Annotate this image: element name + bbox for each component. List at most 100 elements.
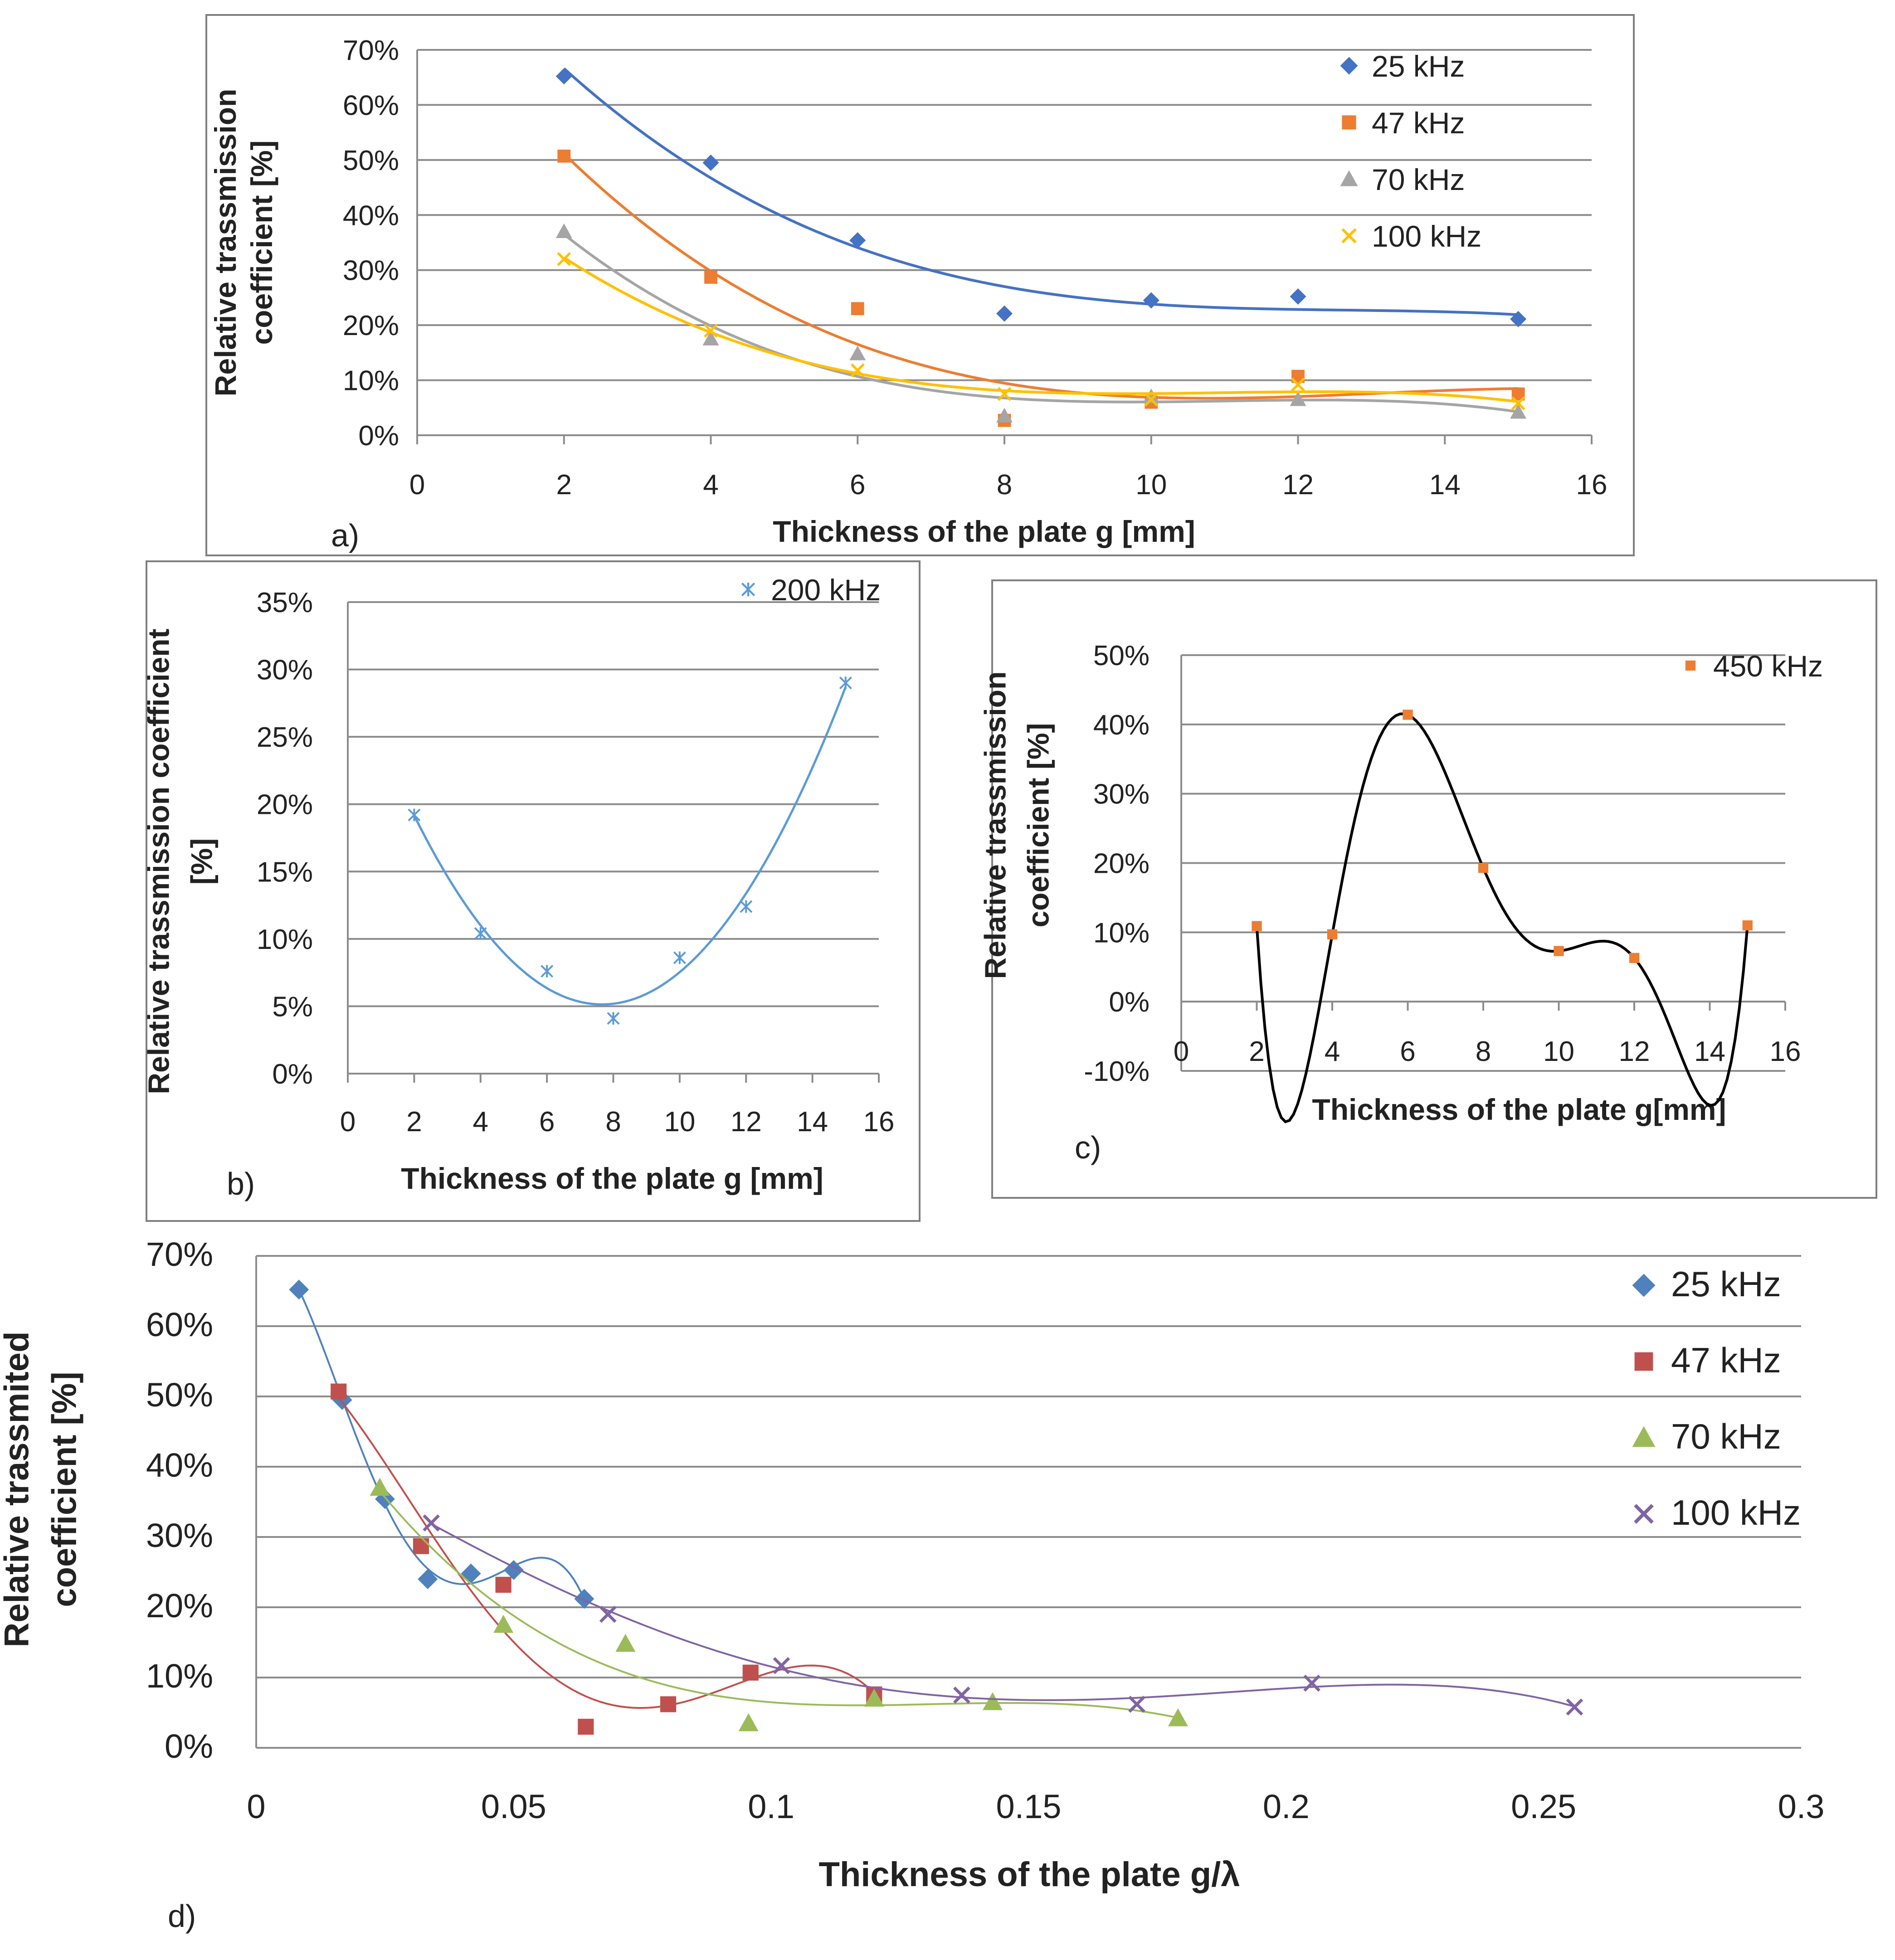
x-tick-label: 0.15 [996, 1788, 1061, 1825]
x-tick-label: 8 [1476, 1036, 1491, 1067]
trendline [431, 1523, 1575, 1707]
panel-a-frame [205, 14, 1635, 556]
y-tick-label: 30% [146, 1517, 213, 1554]
trendline [563, 153, 1519, 400]
data-point [1566, 1698, 1583, 1716]
panel-c-chart: -10% 0% 10% 20% 30% 40% 50% 0 2 4 6 8 10 12 14 16 Thickn… [979, 640, 1823, 1165]
data-point [742, 1664, 759, 1681]
data-point [413, 1538, 429, 1554]
data-point [615, 1634, 636, 1652]
x-tick-label: 12 [1282, 469, 1314, 501]
data-point [557, 149, 571, 163]
data-point [574, 1589, 594, 1609]
y-axis-title-line: [%] [185, 838, 219, 885]
x-tick-label: 6 [539, 1106, 555, 1138]
y-tick-label: 70% [146, 1235, 213, 1273]
data-point [1510, 311, 1527, 327]
x-tick-label: 4 [1325, 1036, 1340, 1067]
y-tick-label: 40% [343, 200, 399, 231]
data-point [555, 223, 572, 238]
x-axis-title: Thickness of the plate g [mm] [773, 515, 1195, 548]
data-point [773, 1657, 790, 1674]
y-tick-label: 20% [257, 789, 313, 821]
x-tick-label: 6 [850, 469, 865, 501]
x-tick-label: 6 [1400, 1036, 1415, 1067]
x-tick-label: 2 [406, 1106, 422, 1138]
y-tick-label: 5% [272, 991, 313, 1022]
data-point [423, 1514, 440, 1532]
y-axis-title-line: coefficient [%] [1022, 723, 1055, 927]
trendline [1255, 712, 1749, 1123]
y-tick-label: 20% [343, 310, 399, 341]
x-tick-label: 10 [1135, 469, 1167, 501]
data-point [289, 1279, 309, 1300]
data-point [1742, 920, 1753, 931]
trendline [563, 67, 1519, 316]
data-point [331, 1383, 347, 1400]
x-axis-title: Thickness of the plate g [mm] [401, 1162, 823, 1195]
x-tick-label: 0 [409, 469, 425, 501]
legend-marker [1341, 228, 1357, 243]
data-point [1291, 377, 1305, 392]
x-tick-label: 0.25 [1511, 1788, 1576, 1825]
x-tick-label: 0.3 [1778, 1788, 1825, 1825]
legend-label: 25 kHz [1671, 1264, 1781, 1304]
panel-label: d) [168, 1898, 196, 1934]
data-point [673, 951, 686, 964]
y-tick-label: 20% [1093, 848, 1150, 880]
legend-label: 47 kHz [1372, 106, 1465, 140]
x-tick-label: 14 [797, 1106, 828, 1138]
data-point [1511, 396, 1525, 410]
x-tick-label: 0 [247, 1788, 265, 1825]
data-point [408, 808, 421, 822]
y-tick-label: 30% [257, 655, 313, 686]
data-point [740, 900, 753, 913]
legend-label: 25 kHz [1372, 49, 1465, 83]
y-tick-label: 70% [343, 35, 399, 66]
x-tick-label: 4 [703, 469, 718, 501]
trendline [413, 686, 847, 1006]
data-point [493, 1615, 514, 1633]
y-tick-label: 30% [1093, 779, 1150, 810]
data-point [738, 1713, 759, 1731]
data-point [704, 271, 717, 284]
y-tick-label: 50% [1093, 640, 1150, 671]
data-point [839, 676, 852, 690]
data-point [555, 68, 572, 85]
legend-label: 70 kHz [1671, 1416, 1781, 1456]
legend-marker [1342, 115, 1356, 130]
data-point [1144, 392, 1159, 407]
x-tick-label: 10 [1543, 1036, 1574, 1067]
legend-marker [1685, 660, 1696, 671]
x-tick-label: 16 [1576, 469, 1608, 501]
x-tick-label: 0.05 [481, 1788, 546, 1825]
x-tick-label: 4 [473, 1106, 488, 1138]
data-point [849, 232, 866, 249]
legend-marker [1632, 1426, 1656, 1447]
x-tick-label: 16 [1770, 1036, 1801, 1067]
data-point [704, 323, 718, 338]
data-point [953, 1686, 970, 1704]
y-tick-label: 30% [343, 255, 399, 287]
data-point [370, 1478, 390, 1496]
panel-b-chart: 0% 5% 10% 15% 20% 25% 30% 35% 0 2 4 6 8 10 12 14 16 Thick… [142, 573, 895, 1201]
y-tick-label: 0% [272, 1059, 313, 1090]
data-point [849, 345, 866, 360]
x-tick-label: 12 [1619, 1036, 1650, 1067]
legend-label: 450 kHz [1713, 649, 1823, 683]
data-point [660, 1696, 677, 1712]
y-tick-label: 60% [146, 1306, 213, 1343]
y-tick-label: 25% [257, 722, 313, 753]
x-tick-label: 14 [1694, 1036, 1725, 1067]
trendline [298, 1289, 585, 1600]
data-point [1554, 946, 1564, 956]
legend-marker [1632, 1274, 1656, 1297]
x-tick-label: 0 [340, 1106, 356, 1138]
data-point [607, 1012, 620, 1025]
data-point [1128, 1696, 1145, 1713]
x-tick-label: 8 [605, 1106, 621, 1138]
panel-d-chart: 0% 10% 20% 30% 40% 50% 60% 70% 0 0.05 0.1 0.15 0.2 0.… [0, 1235, 1824, 1934]
legend-label: 47 kHz [1671, 1340, 1781, 1380]
panel-b-frame [146, 560, 921, 1222]
y-tick-label: 0% [165, 1727, 213, 1765]
